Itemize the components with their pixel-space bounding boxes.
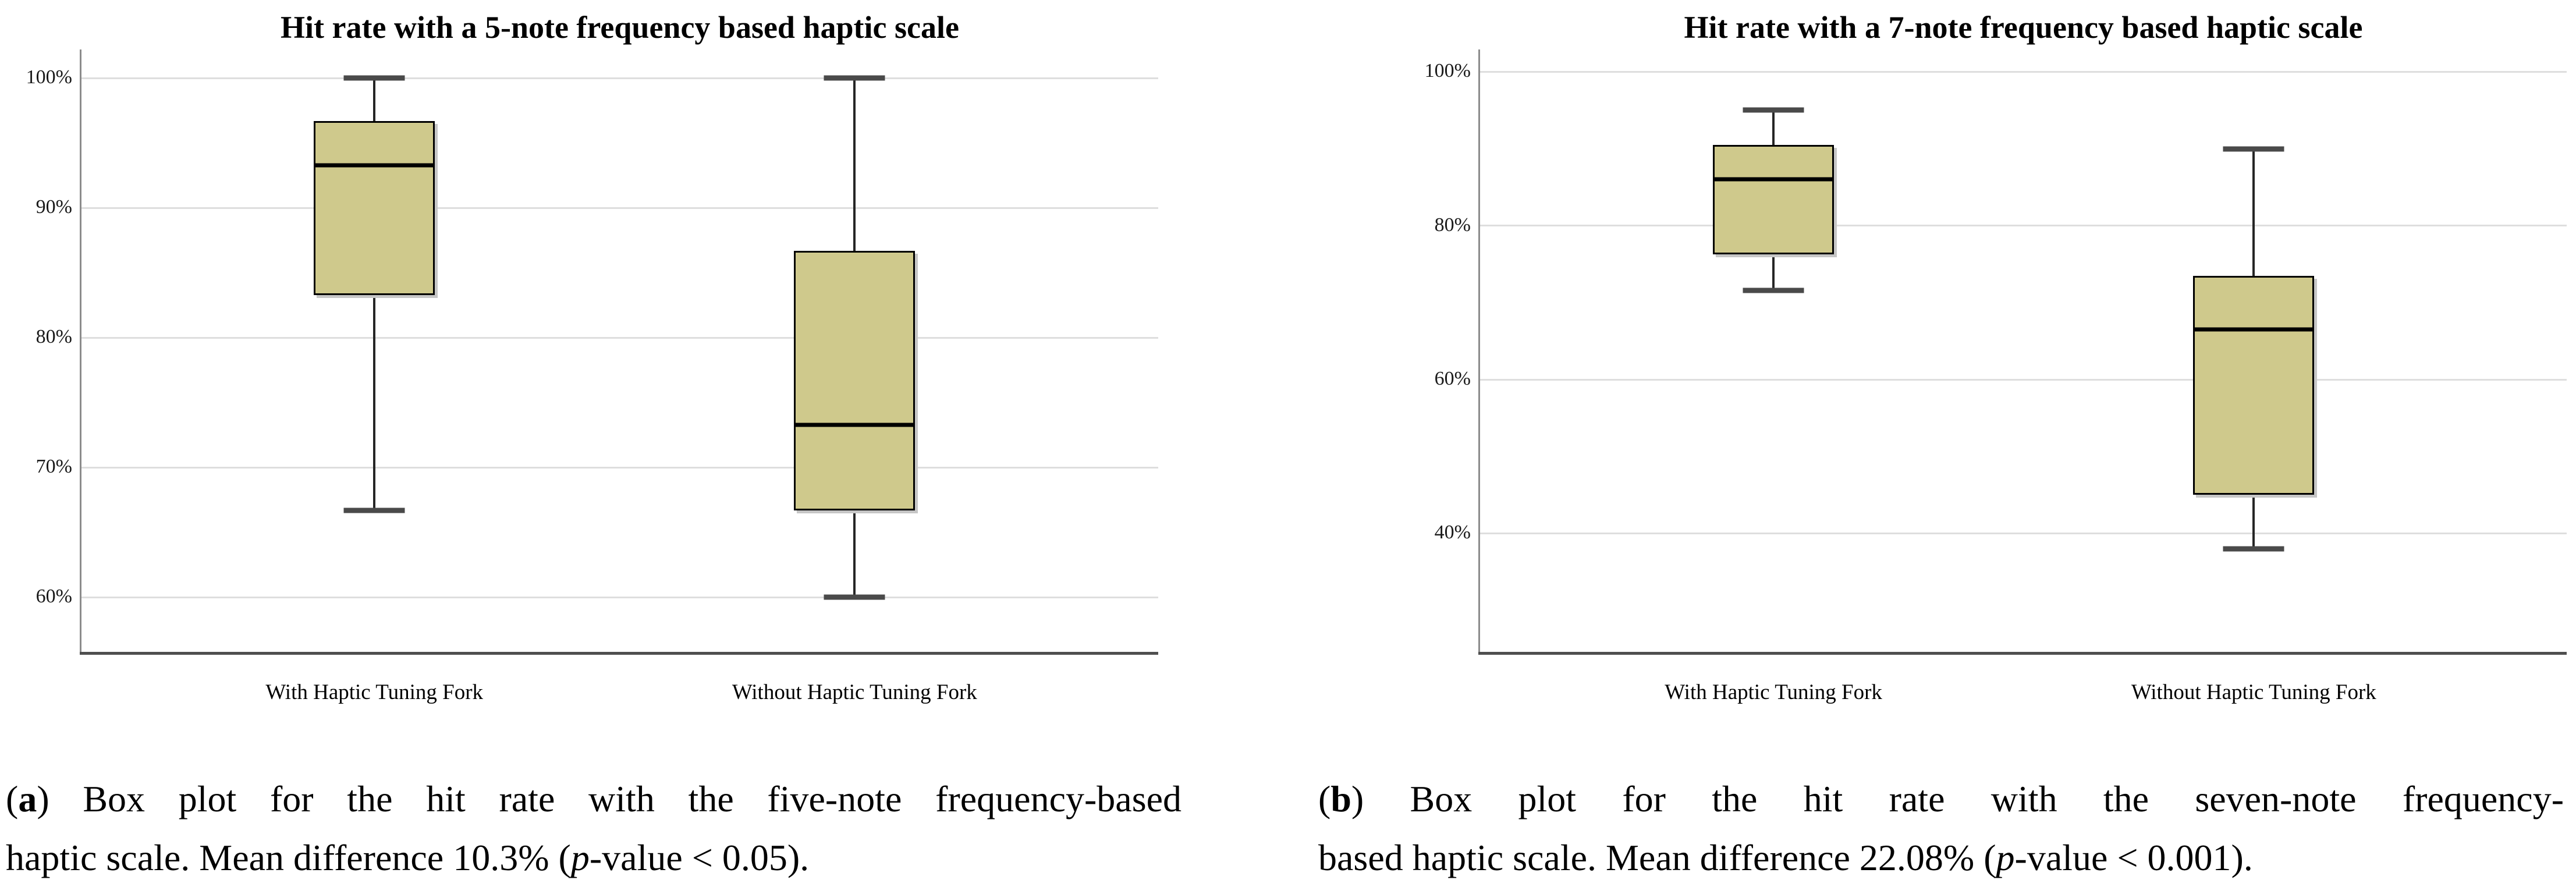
gridline-80 xyxy=(81,336,1158,339)
median-line-without-haptic-tuning-fork xyxy=(794,423,916,427)
x-axis-line xyxy=(80,652,1158,655)
caption-line-1: (a) Box plot for the hit rate with the f… xyxy=(6,769,1181,828)
caption-text: ) Box plot for the hit rate with the sev… xyxy=(1351,778,2564,819)
whisker-lower-with-haptic-tuning-fork xyxy=(1772,254,1775,290)
whisker-upper-with-haptic-tuning-fork xyxy=(1772,110,1775,145)
whisker-upper-without-haptic-tuning-fork xyxy=(853,78,856,251)
whisker-cap-max-with-haptic-tuning-fork xyxy=(1743,107,1804,113)
caption-line-2: based haptic scale. Mean difference 22.0… xyxy=(1318,828,2564,887)
x-axis-line xyxy=(1478,652,2567,655)
x-category-label-without-haptic-tuning-fork: Without Haptic Tuning Fork xyxy=(2131,680,2376,704)
gridline-60 xyxy=(1480,378,2567,381)
caption-text: haptic scale. Mean difference 10.3% ( xyxy=(6,837,571,878)
x-category-label-without-haptic-tuning-fork: Without Haptic Tuning Fork xyxy=(732,680,977,704)
whisker-lower-with-haptic-tuning-fork xyxy=(373,295,376,510)
whisker-cap-max-without-haptic-tuning-fork xyxy=(2223,146,2284,152)
box-with-haptic-tuning-fork xyxy=(1713,144,1835,254)
box-without-haptic-tuning-fork xyxy=(794,250,916,510)
chart-title-a: Hit rate with a 5-note frequency based h… xyxy=(281,10,959,45)
caption-line-1: (b) Box plot for the hit rate with the s… xyxy=(1318,769,2564,828)
caption-p-italic: p xyxy=(570,837,590,878)
caption-a: (a) Box plot for the hit rate with the f… xyxy=(6,769,1181,887)
plot-area-a: 100% 90% 80% 70% 60% With Haptic Tuning Fork W… xyxy=(26,49,1158,704)
chart-panel-b: Hit rate with a 7-note frequency based h… xyxy=(1288,0,2576,878)
box-without-haptic-tuning-fork xyxy=(2193,275,2315,495)
y-tick-label: 70% xyxy=(36,456,72,478)
y-axis-line xyxy=(80,49,81,652)
gridline-90 xyxy=(81,207,1158,209)
whisker-upper-with-haptic-tuning-fork xyxy=(373,78,376,121)
chart-title-b: Hit rate with a 7-note frequency based h… xyxy=(1684,10,2363,45)
median-line-with-haptic-tuning-fork xyxy=(1713,177,1835,182)
y-tick-label: 40% xyxy=(1434,521,1471,544)
box-with-haptic-tuning-fork xyxy=(314,120,435,295)
median-line-with-haptic-tuning-fork xyxy=(314,163,435,168)
y-tick-label: 100% xyxy=(1424,60,1471,82)
caption-panel-label: a xyxy=(18,778,37,819)
whisker-cap-min-with-haptic-tuning-fork xyxy=(1743,288,1804,293)
whisker-cap-min-with-haptic-tuning-fork xyxy=(343,508,405,513)
gridline-60 xyxy=(81,596,1158,598)
y-tick-label: 90% xyxy=(36,196,72,218)
caption-panel-label: b xyxy=(1330,778,1351,819)
caption-text: -value < 0.001). xyxy=(2014,837,2253,878)
caption-p-italic: p xyxy=(1996,837,2015,878)
gridline-100 xyxy=(81,77,1158,79)
caption-text: ) Box plot for the hit rate with the fiv… xyxy=(37,778,1181,819)
y-tick-label: 60% xyxy=(36,586,72,608)
y-axis-line xyxy=(1478,49,1480,652)
caption-text: ( xyxy=(6,778,19,819)
y-tick-label: 80% xyxy=(36,326,72,348)
gridline-70 xyxy=(81,466,1158,469)
y-tick-label: 80% xyxy=(1434,214,1471,236)
gridline-40 xyxy=(1480,532,2567,534)
whisker-upper-without-haptic-tuning-fork xyxy=(2252,148,2255,276)
whisker-cap-min-without-haptic-tuning-fork xyxy=(824,594,885,600)
gridline-80 xyxy=(1480,225,2567,227)
whisker-cap-min-without-haptic-tuning-fork xyxy=(2223,546,2284,552)
caption-text: based haptic scale. Mean difference 22.0… xyxy=(1318,837,1996,878)
caption-text: ( xyxy=(1318,778,1331,819)
whisker-lower-without-haptic-tuning-fork xyxy=(853,510,856,598)
chart-panel-a: Hit rate with a 5-note frequency based h… xyxy=(0,0,1288,878)
caption-b: (b) Box plot for the hit rate with the s… xyxy=(1318,769,2564,887)
whisker-cap-max-without-haptic-tuning-fork xyxy=(824,75,885,81)
caption-line-2: haptic scale. Mean difference 10.3% (p-v… xyxy=(6,828,1181,887)
y-tick-label: 60% xyxy=(1434,368,1471,390)
whisker-lower-without-haptic-tuning-fork xyxy=(2252,495,2255,549)
plot-area-b: 100% 80% 60% 40% With Haptic Tuning Fork With… xyxy=(1425,49,2567,704)
caption-text: -value < 0.05). xyxy=(589,837,810,878)
x-category-label-with-haptic-tuning-fork: With Haptic Tuning Fork xyxy=(265,680,484,704)
x-category-label-with-haptic-tuning-fork: With Haptic Tuning Fork xyxy=(1665,680,1882,704)
median-line-without-haptic-tuning-fork xyxy=(2193,327,2315,332)
y-tick-label: 100% xyxy=(26,66,72,88)
whisker-cap-max-with-haptic-tuning-fork xyxy=(343,75,405,81)
gridline-100 xyxy=(1480,70,2567,73)
